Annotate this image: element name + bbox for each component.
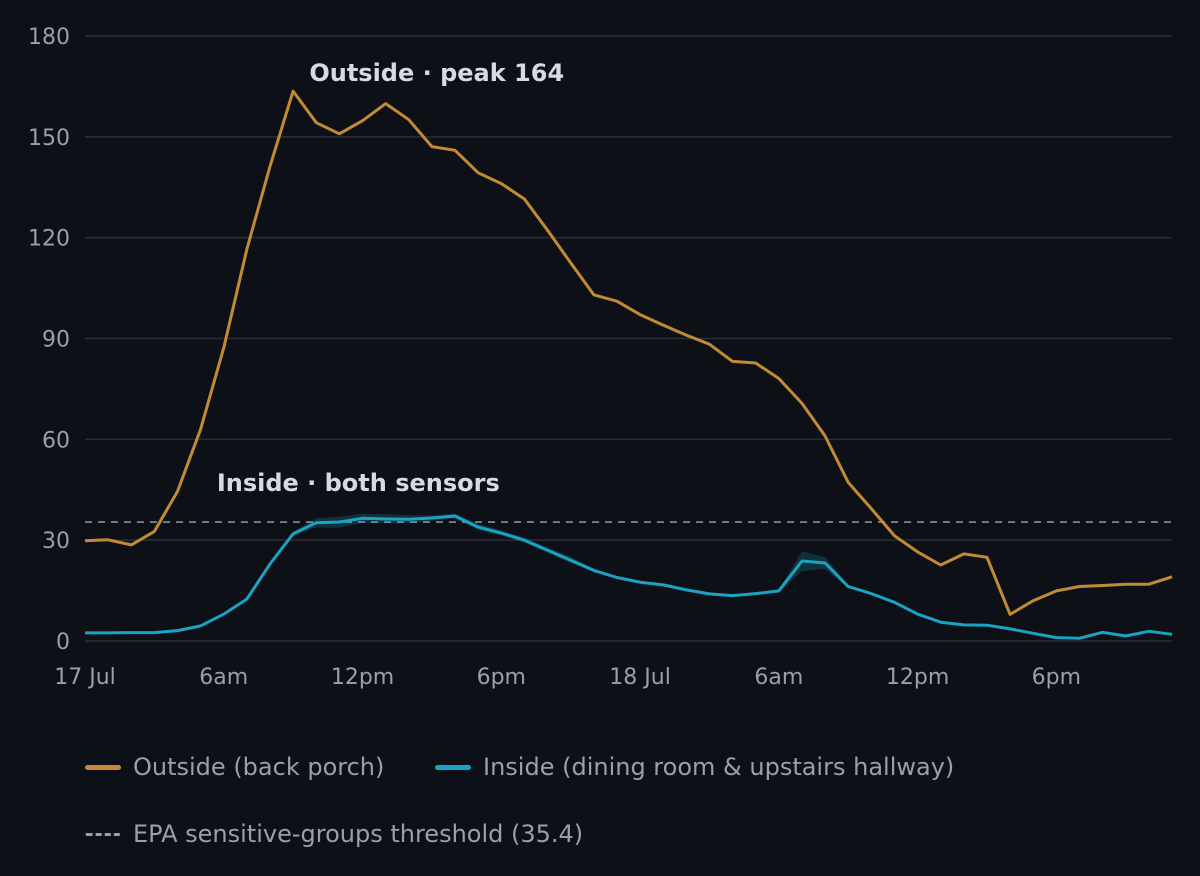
x-tick-label: 6am: [754, 665, 803, 690]
x-axis-ticks: 17 Jul 6am 12pm 6pm 18 Jul 6am 12pm 6pm: [54, 665, 1081, 690]
x-tick-label: 12pm: [886, 665, 949, 690]
inside-sensor-range-band: [85, 513, 1172, 639]
x-tick-label: 17 Jul: [54, 665, 116, 690]
x-tick-label: 18 Jul: [609, 665, 671, 690]
y-tick-label: 120: [28, 227, 70, 252]
y-tick-label: 180: [28, 25, 70, 50]
y-tick-label: 90: [42, 328, 70, 353]
y-tick-label: 60: [42, 428, 70, 453]
y-tick-label: 30: [42, 529, 70, 554]
x-tick-label: 6pm: [477, 665, 526, 690]
y-axis-ticks: 0 30 60 90 120 150 180: [28, 25, 70, 655]
annotation-inside-sensors: Inside · both sensors: [217, 469, 500, 497]
x-tick-label: 6am: [199, 665, 248, 690]
x-tick-label: 12pm: [331, 665, 394, 690]
x-tick-label: 6pm: [1032, 665, 1081, 690]
y-tick-label: 150: [28, 126, 70, 151]
grid-lines: [85, 35, 1172, 642]
y-tick-label: 0: [56, 630, 70, 655]
outside-series-line: [84, 89, 1173, 616]
annotation-outside-peak: Outside · peak 164: [309, 59, 564, 87]
inside-series-line: [85, 514, 1173, 640]
